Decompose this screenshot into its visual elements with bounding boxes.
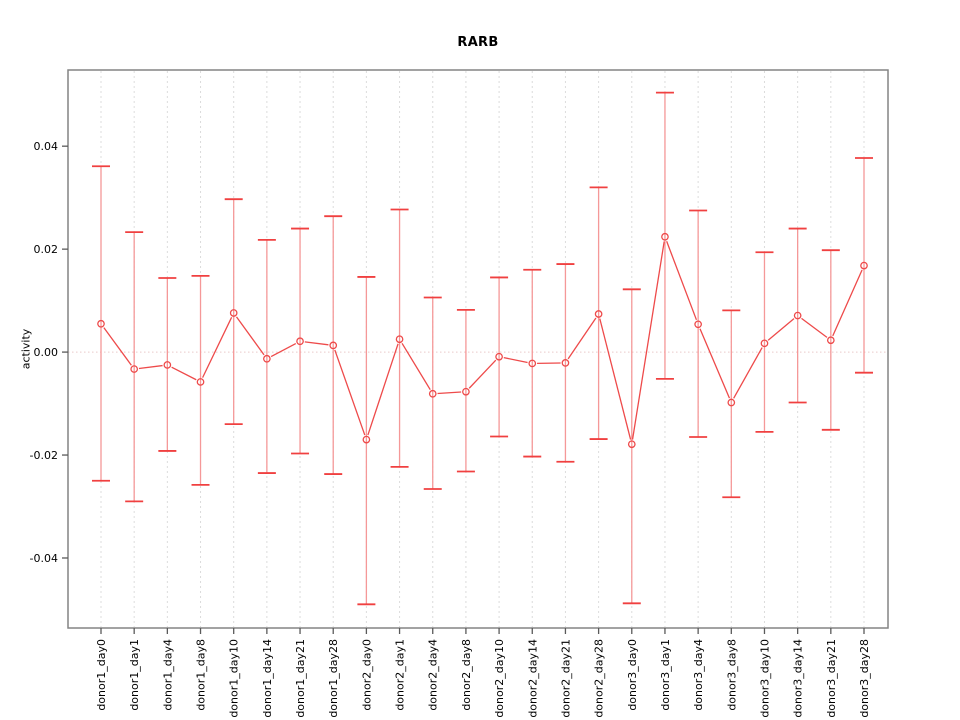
series-line-segment xyxy=(631,241,665,440)
series-line-segment xyxy=(599,318,632,440)
chart-title: RARB xyxy=(457,35,499,50)
data-point xyxy=(561,359,570,367)
x-tick-label: donor1_day28 xyxy=(327,639,340,718)
y-tick-label: 0.00 xyxy=(34,346,59,359)
series-line-segment xyxy=(270,342,297,358)
series-line-segment xyxy=(334,349,366,436)
data-point xyxy=(462,387,470,396)
data-point xyxy=(362,435,371,444)
y-tick-label: 0.04 xyxy=(34,140,59,153)
x-tick-label: donor3_day8 xyxy=(725,639,738,711)
data-point xyxy=(263,354,271,363)
data-point xyxy=(694,320,702,329)
series-line-segment xyxy=(832,269,863,337)
x-tick-label: donor1_day10 xyxy=(228,639,241,718)
series-line-segment xyxy=(468,359,497,389)
data-point xyxy=(528,359,537,368)
data-point xyxy=(495,352,503,361)
data-point xyxy=(196,378,205,386)
series-line-segment xyxy=(103,327,132,366)
x-tick-label: donor3_day28 xyxy=(858,639,871,718)
data-point xyxy=(163,361,172,369)
x-tick-label: donor1_day14 xyxy=(261,639,274,718)
series-line-segment xyxy=(567,317,597,360)
series-line-segment xyxy=(138,364,163,370)
x-tick-label: donor2_day1 xyxy=(394,639,407,711)
data-point xyxy=(428,389,437,398)
series-line-segment xyxy=(801,317,828,338)
data-point xyxy=(826,336,835,345)
data-point xyxy=(793,311,802,320)
data-point xyxy=(727,398,736,407)
series-line-segment xyxy=(401,342,431,391)
data-point xyxy=(395,335,404,344)
x-tick-label: donor1_day0 xyxy=(95,639,108,711)
data-point xyxy=(329,341,338,350)
data-point xyxy=(296,337,304,346)
y-tick-label: -0.04 xyxy=(30,552,58,565)
x-tick-label: donor2_day28 xyxy=(593,639,606,718)
x-tick-label: donor1_day8 xyxy=(195,639,208,711)
data-point xyxy=(594,310,603,318)
x-tick-label: donor3_day1 xyxy=(659,639,672,711)
data-point xyxy=(130,365,139,373)
x-tick-label: donor2_day21 xyxy=(559,639,572,718)
x-tick-label: donor3_day10 xyxy=(758,639,771,718)
plot-box xyxy=(67,69,889,629)
series-line-segment xyxy=(666,241,698,321)
y-tick-label: -0.02 xyxy=(30,449,58,462)
series-line-segment xyxy=(235,316,265,356)
data-point xyxy=(661,232,669,241)
data-point xyxy=(627,440,636,449)
series-line-segment xyxy=(202,317,233,378)
series-line-segment xyxy=(503,357,528,364)
series-line-segment xyxy=(699,328,731,399)
x-tick-label: donor3_day0 xyxy=(626,639,639,711)
x-tick-label: donor2_day4 xyxy=(427,639,440,711)
x-tick-label: donor2_day0 xyxy=(360,639,373,711)
data-point xyxy=(860,261,868,270)
data-point xyxy=(760,339,769,348)
x-tick-label: donor1_day21 xyxy=(294,639,307,718)
x-tick-label: donor2_day8 xyxy=(460,639,473,711)
data-point xyxy=(229,309,238,317)
x-tick-label: donor3_day4 xyxy=(692,639,705,711)
x-tick-label: donor2_day14 xyxy=(526,639,539,718)
series-line-segment xyxy=(733,347,763,399)
y-tick-label: 0.02 xyxy=(34,243,59,256)
series-line-segment xyxy=(304,341,329,346)
series-line-segment xyxy=(367,343,399,436)
series-line-segment xyxy=(437,391,462,395)
x-tick-label: donor3_day21 xyxy=(825,639,838,718)
series-line-segment xyxy=(171,366,197,381)
series-line-segment xyxy=(767,318,795,341)
x-tick-label: donor3_day14 xyxy=(792,639,805,718)
x-tick-label: donor1_day1 xyxy=(128,639,141,711)
x-tick-label: donor2_day10 xyxy=(493,639,506,718)
x-tick-label: donor1_day4 xyxy=(161,639,174,711)
data-point xyxy=(97,319,105,328)
